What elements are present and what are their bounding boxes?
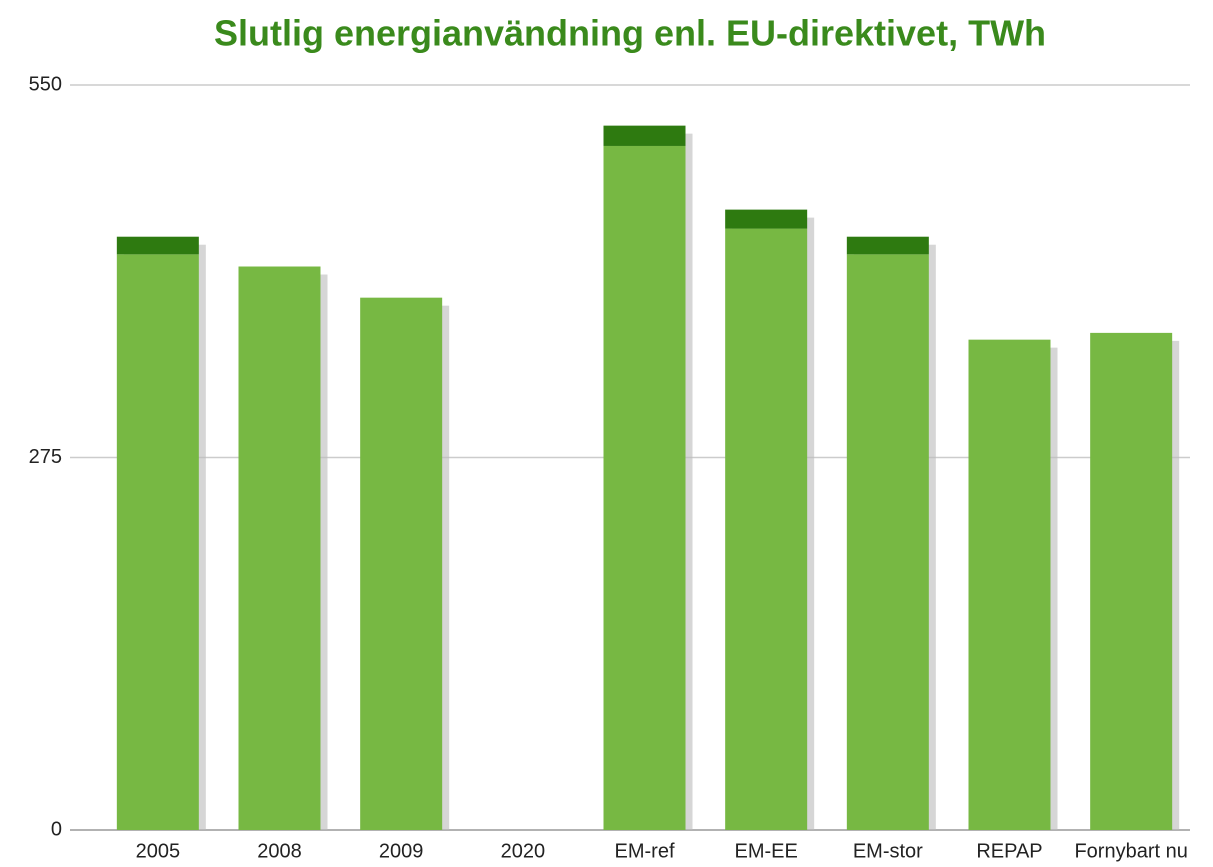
- bar: [603, 125, 686, 146]
- y-tick-label: 275: [29, 446, 62, 468]
- bar: [116, 236, 199, 255]
- bar: [603, 145, 686, 831]
- y-tick-label: 0: [51, 818, 62, 840]
- x-tick-label: EM-stor: [853, 840, 923, 862]
- x-tick-label: EM-ref: [615, 840, 675, 862]
- x-tick-label: Fornybart nu: [1074, 840, 1187, 862]
- bar: [725, 209, 808, 229]
- x-tick-label: REPAP: [976, 840, 1042, 862]
- chart-title: Slutlig energianvändning enl. EU-direkti…: [214, 13, 1046, 54]
- x-tick-label: 2008: [257, 840, 302, 862]
- y-tick-label: 550: [29, 73, 62, 95]
- bar: [725, 228, 808, 831]
- bar: [846, 236, 929, 255]
- bar: [968, 339, 1051, 830]
- x-tick-label: 2009: [379, 840, 424, 862]
- bar: [238, 266, 321, 830]
- bar: [360, 297, 443, 830]
- bar: [846, 254, 929, 830]
- bar: [116, 254, 199, 830]
- bar: [1090, 332, 1173, 830]
- x-tick-label: 2020: [501, 840, 546, 862]
- x-tick-label: EM-EE: [734, 840, 797, 862]
- x-tick-label: 2005: [136, 840, 181, 862]
